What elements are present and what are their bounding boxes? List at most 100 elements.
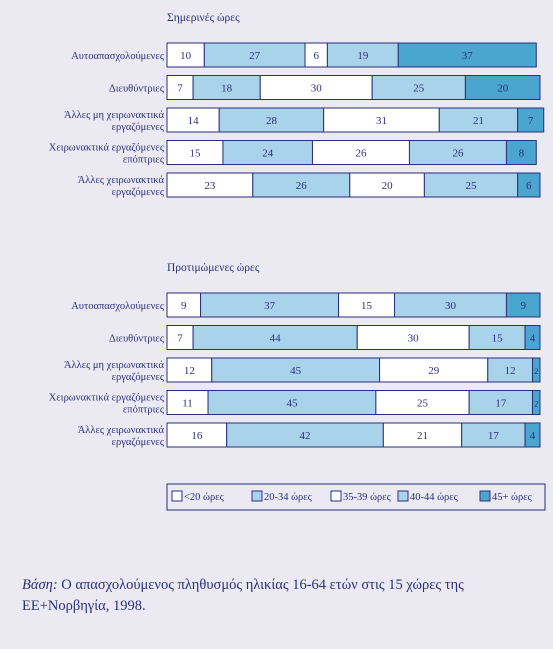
data-label: 37 <box>462 50 474 62</box>
bar-segment <box>356 325 470 350</box>
data-label: 21 <box>417 430 428 442</box>
bar-segment <box>423 172 519 198</box>
data-label: 15 <box>492 333 504 345</box>
legend-label: 35-39 ώρες <box>343 492 392 503</box>
data-label: 24 <box>262 148 274 160</box>
bar-segment <box>252 172 351 198</box>
category-label: επόπτριες <box>123 155 165 166</box>
data-label: 15 <box>189 148 201 160</box>
data-label: 9 <box>181 300 187 312</box>
panel-title: Σημερινές ώρες <box>167 12 240 24</box>
data-label: 26 <box>296 180 308 192</box>
bar-segment <box>505 140 537 165</box>
legend-swatch <box>171 490 183 502</box>
legend-swatch <box>397 490 409 502</box>
bar-segment <box>338 292 396 318</box>
category-label: επόπτριες <box>123 405 165 416</box>
bar-segment <box>166 107 220 133</box>
data-label: 25 <box>465 180 477 192</box>
data-label: 15 <box>361 300 373 312</box>
bar-segment <box>397 42 537 68</box>
legend-swatch <box>251 490 263 502</box>
category-label: Άλλες χειρωνακτικά <box>78 425 165 436</box>
bar-segment <box>524 325 541 350</box>
data-label: 17 <box>495 398 507 410</box>
data-label: 25 <box>413 83 425 95</box>
bar-segment <box>464 75 541 100</box>
bar-segment <box>375 390 470 415</box>
data-label: 16 <box>191 430 203 442</box>
category-label: Χειρωνακτικά εργαζόμενες <box>49 143 165 154</box>
source-note-label: Βάση: <box>22 577 58 593</box>
bar-segment <box>468 325 526 350</box>
bar-segment <box>349 172 425 198</box>
bar-segment <box>311 140 410 165</box>
legend-swatch <box>479 490 491 502</box>
bar-segment <box>166 422 228 448</box>
data-label: 20 <box>497 83 509 95</box>
category-label: εργαζόμενες <box>112 187 165 198</box>
bar-segment <box>524 422 541 448</box>
bar-segment <box>517 172 541 198</box>
bar-segment <box>222 140 313 165</box>
data-label: 7 <box>177 83 183 95</box>
data-label: 11 <box>182 398 193 410</box>
data-label: 10 <box>180 50 192 62</box>
bar-segment <box>226 422 384 448</box>
data-label: 31 <box>376 115 387 127</box>
data-label: 9 <box>520 300 526 312</box>
data-label: 12 <box>505 365 516 377</box>
data-label: 2 <box>534 366 538 376</box>
category-label: Διευθύντριες <box>109 334 165 345</box>
bar-segment <box>438 107 519 133</box>
bar-segment <box>166 292 202 318</box>
legend-swatch <box>330 490 342 502</box>
data-label: 19 <box>357 50 369 62</box>
bar-segment <box>505 292 541 318</box>
data-label: 27 <box>249 50 261 62</box>
bar-segment <box>203 42 306 68</box>
bar-segment <box>166 390 209 415</box>
bar-segment <box>382 422 463 448</box>
category-label: Αυτοαπασχολούμενες <box>71 51 165 62</box>
bar-segment <box>371 75 466 100</box>
bar-segment <box>207 390 377 415</box>
data-label: 4 <box>530 333 536 345</box>
category-label: εργαζόμενες <box>112 437 165 448</box>
bar-segment <box>532 390 541 415</box>
source-note-text: Ο απασχολούμενος πληθυσμός ηλικίας 16-64… <box>22 577 464 614</box>
legend-label: 20-34 ώρες <box>264 492 313 503</box>
data-label: 30 <box>408 333 420 345</box>
data-label: 44 <box>270 333 282 345</box>
bar-segment <box>487 357 534 383</box>
data-label: 8 <box>519 148 525 160</box>
bar-segment <box>408 140 507 165</box>
bar-segment <box>461 422 526 448</box>
legend-label: 40-44 ώρες <box>410 492 459 503</box>
data-label: 7 <box>177 333 183 345</box>
category-label: εργαζόμενες <box>112 372 165 383</box>
bar-segment <box>192 75 261 100</box>
bar-segment <box>532 357 541 383</box>
bar-segment <box>218 107 325 133</box>
data-label: 18 <box>221 83 233 95</box>
bar-segment <box>166 357 213 383</box>
bar-segment <box>323 107 440 133</box>
bar-segment <box>166 140 224 165</box>
legend-label: <20 ώρες <box>184 492 225 503</box>
bar-segment <box>394 292 507 318</box>
data-label: 42 <box>300 430 311 442</box>
data-label: 28 <box>266 115 278 127</box>
data-label: 26 <box>355 148 367 160</box>
data-label: 45 <box>286 398 298 410</box>
data-label: 17 <box>488 430 500 442</box>
category-label: εργαζόμενες <box>112 122 165 133</box>
bar-segment <box>192 325 358 350</box>
bar-segment <box>166 325 194 350</box>
bar-segment <box>211 357 381 383</box>
legend-label: 45+ ώρες <box>492 492 533 503</box>
bar-segment <box>326 42 399 68</box>
data-label: 25 <box>417 398 429 410</box>
